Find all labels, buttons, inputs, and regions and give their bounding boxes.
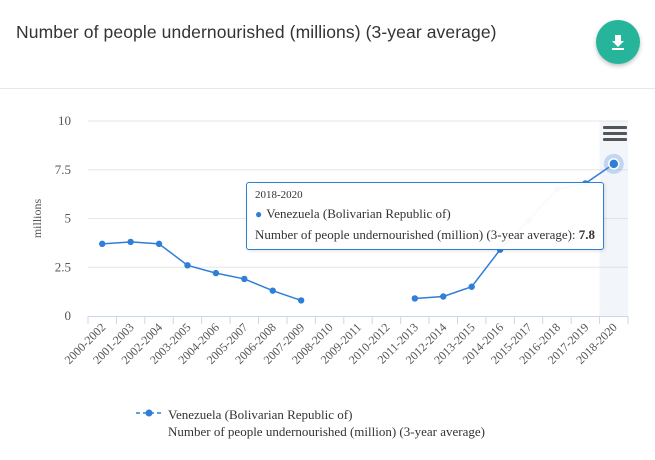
y-tick-label: 2.5 <box>55 259 71 274</box>
y-tick-label: 7.5 <box>55 162 71 177</box>
tooltip-series-name: Venezuela (Bolivarian Republic of) <box>266 206 451 221</box>
data-point[interactable] <box>608 158 620 170</box>
tooltip-period: 2018-2020 <box>255 189 303 201</box>
download-icon <box>612 35 624 50</box>
x-axis-tick-labels: 2000-20022001-20032002-20042003-20052004… <box>62 320 620 367</box>
hamburger-menu-icon[interactable] <box>603 124 627 144</box>
hover-highlight-band <box>599 121 628 316</box>
y-axis-ticks: 0 2.5 5 7.5 10 <box>55 113 71 323</box>
tooltip-value-row: Number of people undernourished (million… <box>255 227 595 243</box>
series-dot-icon: ● <box>255 207 263 221</box>
data-point[interactable] <box>297 297 305 304</box>
y-tick-label: 5 <box>65 211 72 226</box>
series-line <box>102 241 302 302</box>
legend-line-icon <box>136 409 162 417</box>
y-axis-label: millions <box>30 199 44 239</box>
tooltip-metric-label: Number of people undernourished (million… <box>255 227 579 242</box>
y-tick-label: 10 <box>58 113 71 128</box>
data-point[interactable] <box>99 240 106 248</box>
page-title: Number of people undernourished (million… <box>16 22 497 42</box>
data-point[interactable] <box>241 275 248 283</box>
data-point[interactable] <box>212 269 220 277</box>
tooltip: 2018-2020 ● Venezuela (Bolivarian Republi… <box>246 182 605 250</box>
data-point[interactable] <box>269 287 276 294</box>
data-point[interactable] <box>184 262 191 269</box>
data-point[interactable] <box>468 283 475 290</box>
tooltip-series-row: ● Venezuela (Bolivarian Republic of) <box>255 206 595 222</box>
data-point[interactable] <box>440 293 447 300</box>
legend-metric-label: Number of people undernourished (million… <box>168 424 485 439</box>
download-button[interactable] <box>596 20 640 64</box>
data-point[interactable] <box>411 295 419 302</box>
data-point[interactable] <box>155 240 163 248</box>
y-tick-label: 0 <box>65 308 72 323</box>
tooltip-value: 7.8 <box>578 227 596 242</box>
x-axis <box>87 316 629 324</box>
data-point[interactable] <box>127 238 134 246</box>
header-divider <box>0 88 655 89</box>
legend-series-name: Venezuela (Bolivarian Republic of) <box>168 407 353 422</box>
